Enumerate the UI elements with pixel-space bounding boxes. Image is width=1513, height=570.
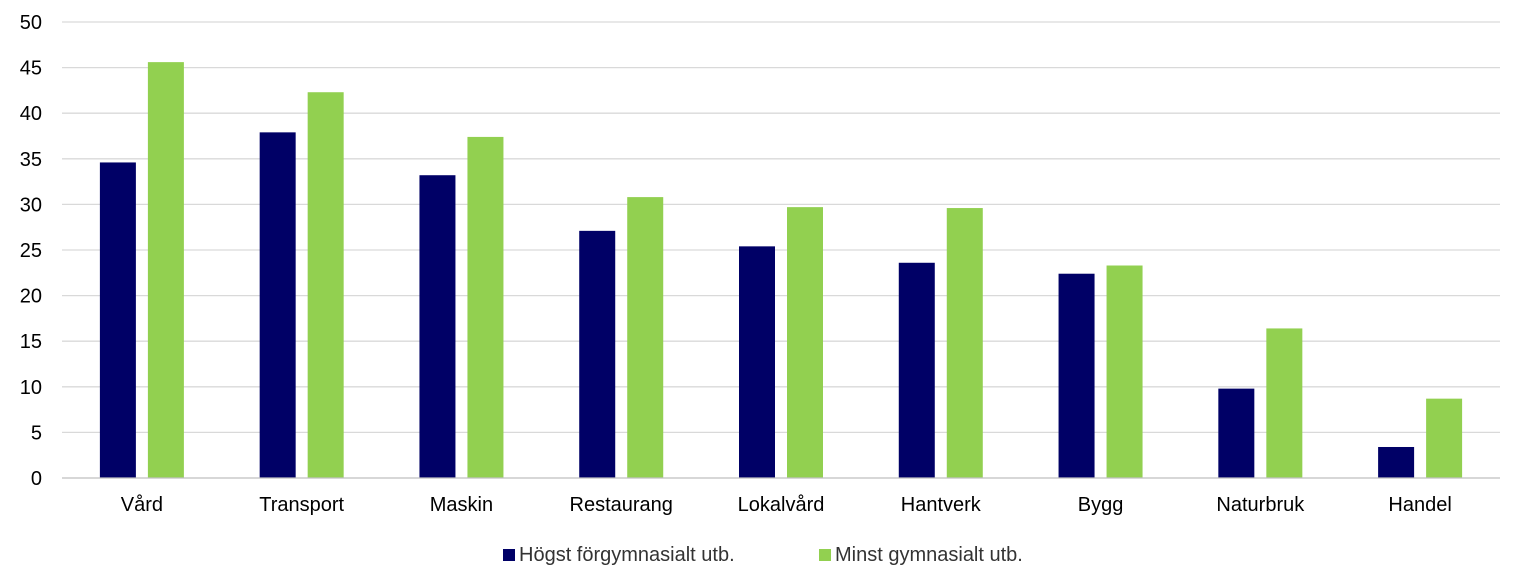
y-tick-label: 10 — [20, 377, 42, 399]
bar-hogst-forgymnasialt — [1058, 273, 1095, 478]
legend: Högst förgymnasialt utb. Minst gymnasialt… — [503, 544, 1023, 566]
x-category-label: Lokalvård — [738, 494, 825, 516]
x-category-label: Bygg — [1078, 494, 1124, 516]
bar-hogst-forgymnasialt — [259, 132, 296, 479]
legend-label: Minst gymnasialt utb. — [835, 544, 1023, 566]
y-tick-label: 30 — [20, 194, 42, 216]
bar-hogst-forgymnasialt — [1218, 388, 1255, 478]
x-category-label: Transport — [259, 494, 344, 516]
x-category-label: Restaurang — [570, 494, 673, 516]
bar-minst-gymnasialt — [147, 62, 184, 479]
x-category-label: Handel — [1388, 494, 1451, 516]
bar-hogst-forgymnasialt — [739, 246, 775, 478]
bar-hogst-forgymnasialt — [898, 262, 935, 478]
bar-minst-gymnasialt — [1266, 328, 1303, 478]
bar-minst-gymnasialt — [307, 92, 344, 478]
y-tick-label: 25 — [20, 240, 42, 262]
bar-minst-gymnasialt — [946, 208, 983, 478]
bars — [99, 62, 1463, 479]
bar-minst-gymnasialt — [467, 136, 504, 479]
legend-label: Högst förgymnasialt utb. — [519, 544, 735, 566]
x-category-label: Vård — [121, 494, 163, 516]
y-tick-label: 40 — [20, 103, 42, 125]
y-tick-label: 50 — [20, 12, 42, 34]
y-tick-label: 15 — [20, 331, 42, 353]
y-tick-label: 20 — [20, 286, 42, 308]
legend-swatch — [819, 549, 831, 561]
bar-hogst-forgymnasialt — [1378, 446, 1415, 478]
bar-hogst-forgymnasialt — [99, 162, 136, 478]
x-category-label: Maskin — [430, 494, 493, 516]
y-tick-label: 5 — [31, 422, 42, 444]
bar-hogst-forgymnasialt — [419, 175, 456, 478]
legend-swatch — [503, 549, 515, 561]
bar-minst-gymnasialt — [627, 197, 664, 478]
y-axis-tick-labels: 0 5 10 15 20 25 30 35 40 45 50 — [20, 12, 42, 490]
bar-minst-gymnasialt — [1106, 265, 1143, 478]
bar-hogst-forgymnasialt — [579, 230, 616, 478]
gridlines — [62, 21, 1500, 434]
x-axis-category-labels: Vård Transport Maskin Restaurang Lokalvård Ha… — [121, 494, 1452, 516]
x-category-label: Hantverk — [901, 494, 982, 516]
y-tick-label: 45 — [20, 58, 42, 80]
y-tick-label: 0 — [31, 468, 42, 490]
x-category-label: Naturbruk — [1216, 494, 1305, 516]
y-tick-label: 35 — [20, 149, 42, 171]
bar-minst-gymnasialt — [787, 207, 823, 479]
bar-minst-gymnasialt — [1426, 398, 1463, 478]
